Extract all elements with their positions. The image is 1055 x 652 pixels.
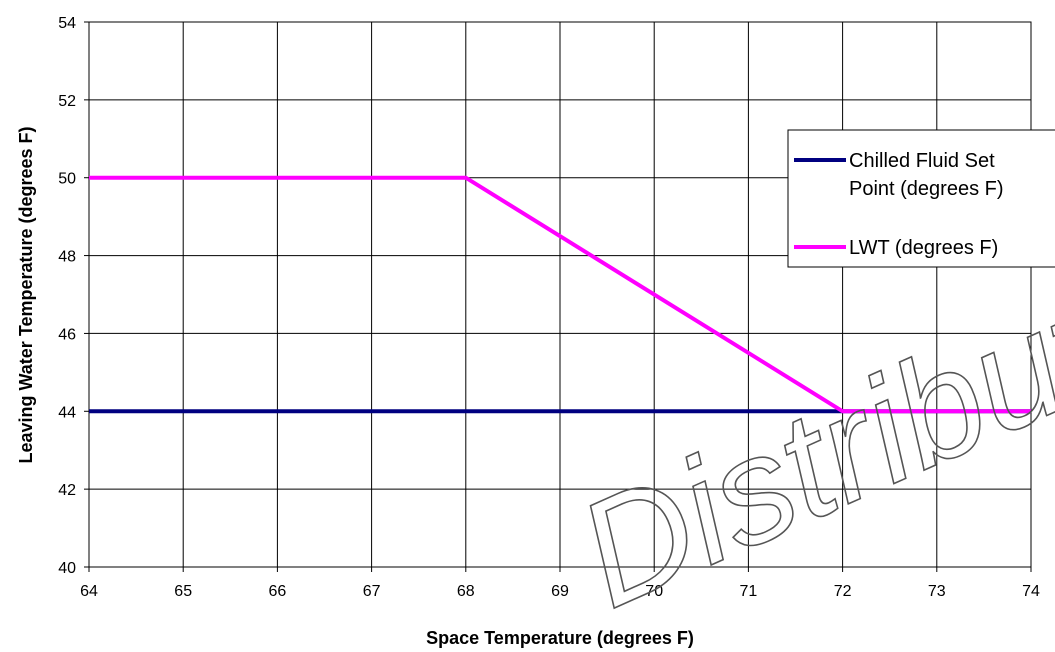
y-axis-title: Leaving Water Temperature (degrees F): [16, 126, 36, 463]
x-tick-label: 69: [551, 583, 569, 600]
y-tick-label: 40: [58, 560, 76, 577]
legend-label-0: Chilled Fluid Set Point (degrees F): [849, 150, 1004, 200]
legend-box: [787, 129, 1055, 268]
y-tick-label: 52: [58, 93, 76, 110]
x-tick-label: 64: [80, 583, 98, 600]
x-tick-label: 73: [928, 583, 946, 600]
legend-label-1: LWT (degrees F): [849, 237, 998, 259]
y-tick-label: 44: [58, 404, 76, 421]
x-tick-label: 71: [740, 583, 758, 600]
x-axis-title: Space Temperature (degrees F): [426, 628, 694, 648]
x-tick-label: 74: [1022, 583, 1040, 600]
x-tick-label: 67: [363, 583, 381, 600]
series-lines: [89, 175, 1031, 414]
y-axis-ticks: 40 42 44 46 48 50 52 54: [58, 15, 89, 577]
x-tick-label: 66: [269, 583, 287, 600]
x-tick-label: 72: [834, 583, 852, 600]
legend: Chilled Fluid Set Point (degrees F) LWT (d…: [787, 129, 1055, 268]
x-axis-ticks: 64 65 66 67 68 69 70 71 72 73 74: [80, 567, 1040, 600]
y-tick-label: 50: [58, 171, 76, 188]
series-line-1: [89, 175, 1031, 414]
y-tick-label: 48: [58, 249, 76, 266]
x-tick-label: 65: [174, 583, 192, 600]
y-tick-label: 54: [58, 15, 76, 32]
x-tick-label: 68: [457, 583, 475, 600]
y-tick-label: 42: [58, 482, 76, 499]
x-tick-label: 70: [645, 583, 663, 600]
y-tick-label: 46: [58, 326, 76, 343]
